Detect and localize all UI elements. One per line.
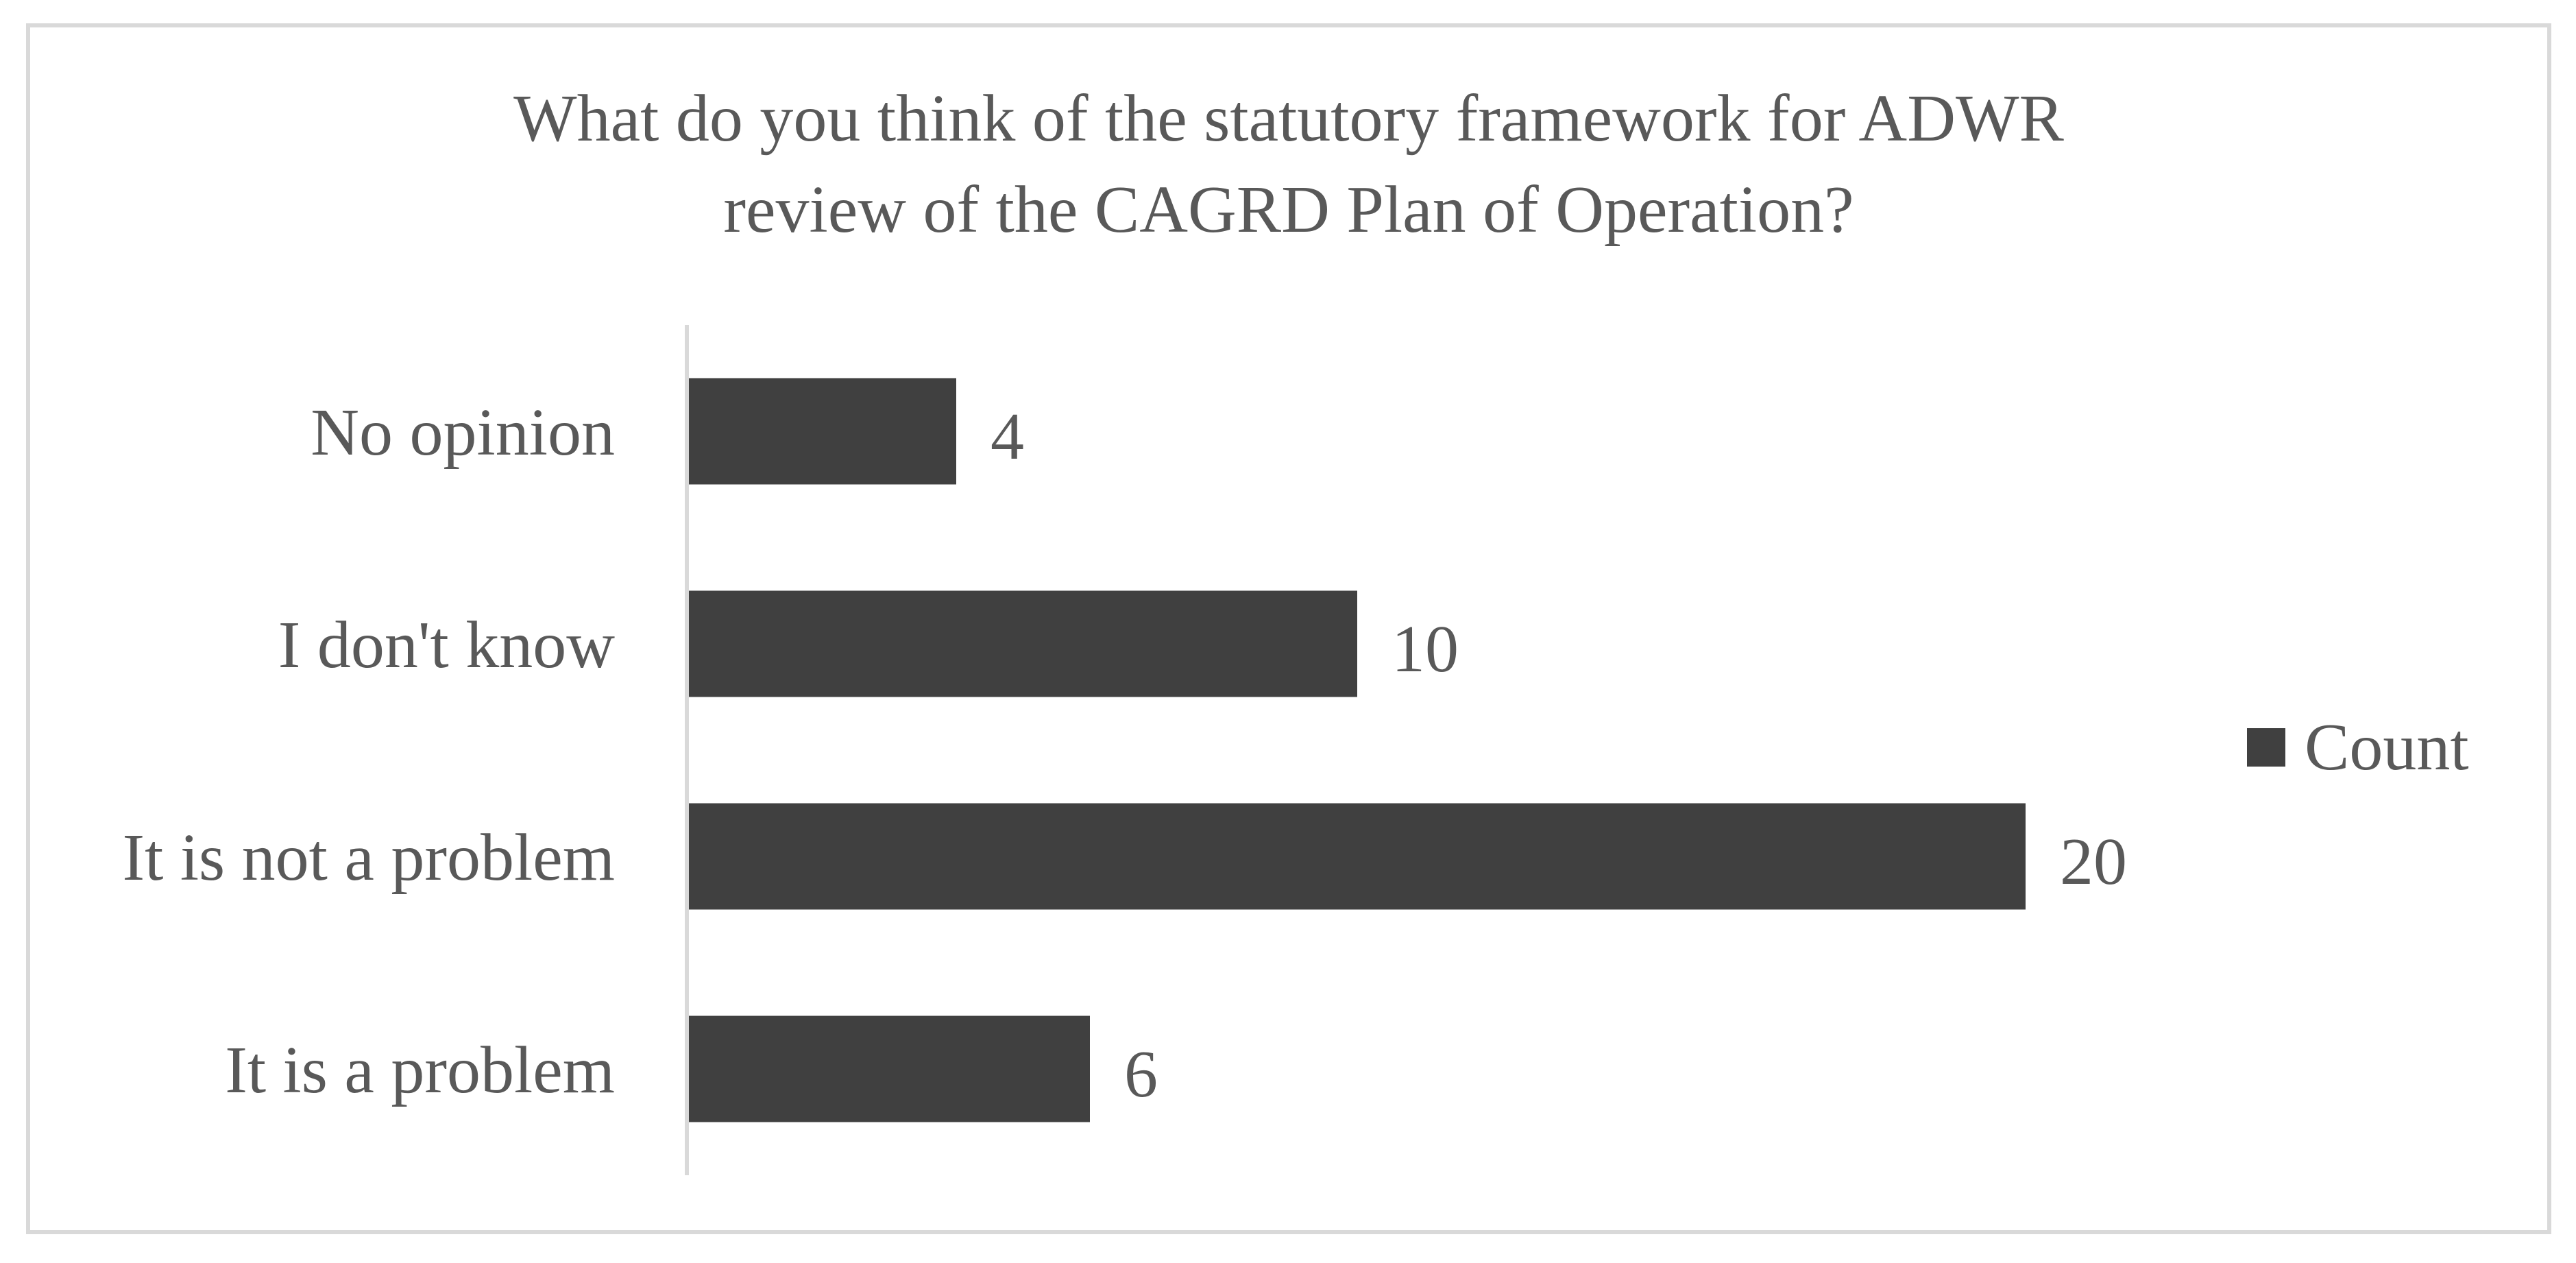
- legend: Count: [2247, 710, 2469, 784]
- category-label: It is a problem: [225, 1033, 615, 1107]
- category-label: I don't know: [278, 608, 616, 682]
- bar: [689, 590, 1357, 697]
- bars-group: [689, 378, 2026, 1122]
- bar: [689, 378, 956, 485]
- data-label: 6: [1124, 1037, 1158, 1111]
- bar: [689, 803, 2026, 910]
- data-label: 10: [1392, 612, 1459, 686]
- chart-title: What do you think of the statutory frame…: [513, 82, 2064, 247]
- data-labels: 4 10 20 6: [991, 400, 2127, 1111]
- legend-swatch: [2247, 728, 2285, 767]
- bar: [689, 1015, 1090, 1122]
- chart-title-line-2: review of the CAGRD Plan of Operation?: [723, 173, 1854, 247]
- data-label: 4: [991, 400, 1024, 474]
- category-labels: No opinion I don't know It is not a proble…: [122, 396, 615, 1107]
- data-label: 20: [2060, 825, 2127, 899]
- category-label: No opinion: [311, 396, 615, 470]
- category-label: It is not a problem: [122, 821, 615, 895]
- chart-title-line-1: What do you think of the statutory frame…: [513, 82, 2064, 156]
- legend-label-count: Count: [2305, 710, 2469, 784]
